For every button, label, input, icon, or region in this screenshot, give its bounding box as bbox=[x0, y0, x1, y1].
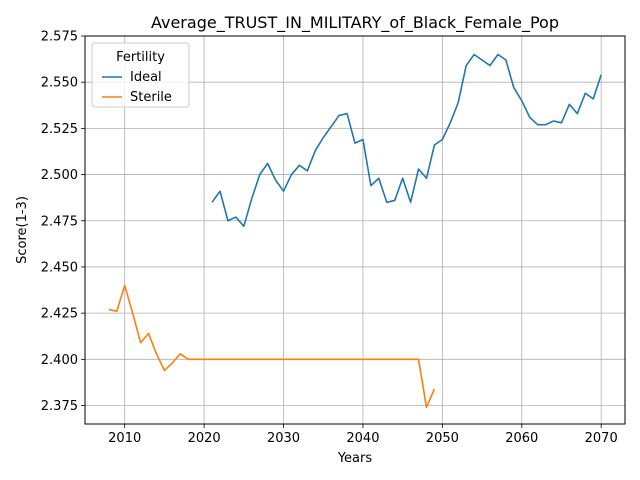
legend-title: Fertility bbox=[116, 50, 165, 65]
legend: Fertility Ideal Sterile bbox=[91, 42, 190, 108]
x-axis-ticks: 2010 2020 2030 2040 2050 2060 2070 bbox=[108, 424, 618, 446]
x-tick-label: 2070 bbox=[585, 431, 618, 446]
y-tick-label: 2.475 bbox=[41, 214, 78, 229]
legend-box bbox=[91, 42, 190, 108]
x-tick-label: 2010 bbox=[108, 431, 141, 446]
legend-items: Ideal Sterile bbox=[102, 70, 172, 105]
axes-frame bbox=[84, 35, 626, 425]
y-tick-label: 2.500 bbox=[41, 168, 78, 183]
y-tick-label: 2.525 bbox=[41, 122, 78, 137]
y-axis-label: Score(1-3) bbox=[15, 196, 30, 264]
series-line-ideal bbox=[211, 53, 602, 228]
x-tick-label: 2020 bbox=[188, 431, 221, 446]
plot-area bbox=[108, 53, 602, 409]
x-tick-label: 2030 bbox=[267, 431, 300, 446]
y-tick-label: 2.375 bbox=[41, 399, 78, 414]
y-tick-label: 2.575 bbox=[41, 30, 78, 45]
legend-label-ideal: Ideal bbox=[130, 70, 162, 85]
legend-label-sterile: Sterile bbox=[130, 90, 172, 105]
y-tick-label: 2.425 bbox=[41, 307, 78, 322]
x-axis-label: Years bbox=[337, 451, 373, 466]
series-line-sterile bbox=[108, 284, 436, 409]
x-tick-label: 2060 bbox=[505, 431, 538, 446]
x-tick-label: 2050 bbox=[426, 431, 459, 446]
chart-title: Average_TRUST_IN_MILITARY_of_Black_Femal… bbox=[151, 13, 559, 33]
x-tick-label: 2040 bbox=[346, 431, 379, 446]
y-tick-label: 2.450 bbox=[41, 260, 78, 275]
y-axis-ticks: 2.375 2.400 2.425 2.450 2.475 2.500 2.525 2.550… bbox=[41, 30, 85, 414]
y-tick-label: 2.550 bbox=[41, 76, 78, 91]
y-tick-label: 2.400 bbox=[41, 353, 78, 368]
